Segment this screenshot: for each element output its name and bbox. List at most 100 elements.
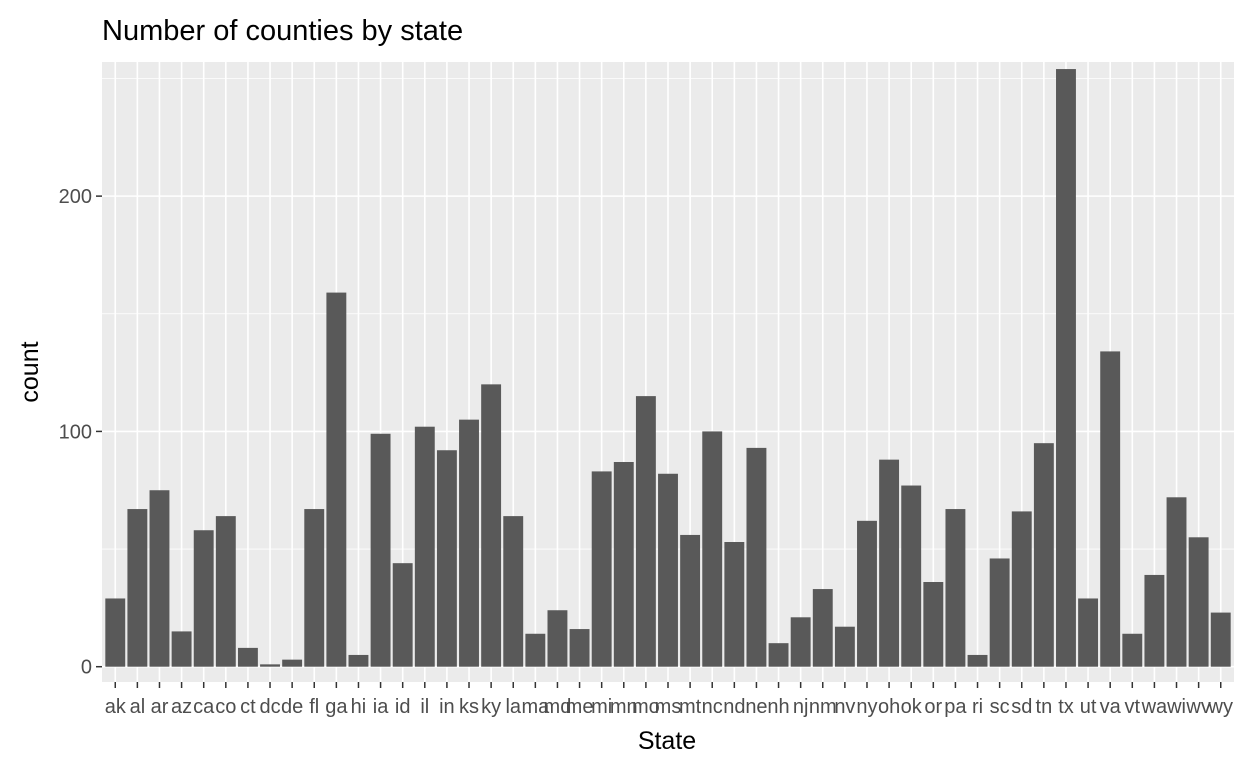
x-tick-label: ms [655, 696, 682, 718]
x-tick-label: vt [1125, 696, 1141, 718]
bar-ne [746, 447, 767, 667]
y-axis-title: count [16, 341, 44, 402]
bar-co [215, 516, 236, 667]
bar-wv [1188, 537, 1209, 667]
x-tick-label: fl [309, 696, 319, 718]
bar-nj [790, 617, 811, 667]
x-tick-label: ak [105, 696, 127, 718]
x-tick-label: ks [459, 696, 479, 718]
bar-nd [724, 542, 745, 667]
x-tick-label: co [215, 696, 236, 718]
y-axis: 0 100 200 [59, 186, 102, 679]
bar-ny [857, 520, 877, 667]
x-tick-label: pa [944, 696, 967, 718]
x-tick-label: wv [1185, 696, 1210, 718]
bar-mn [613, 462, 634, 667]
x-tick-label: ar [151, 696, 169, 718]
x-tick-label: ca [193, 696, 215, 718]
bar-md [547, 610, 568, 667]
x-tick-label: hi [351, 696, 367, 718]
x-tick-label: nh [767, 696, 789, 718]
x-tick-label: or [924, 696, 942, 718]
x-tick-label: ct [240, 696, 256, 718]
x-tick-label: il [420, 696, 429, 718]
x-tick-label: va [1100, 696, 1122, 718]
bar-ks [459, 419, 479, 667]
x-tick-label: de [281, 696, 303, 718]
bar-wa [1144, 574, 1165, 667]
x-tick-label: mt [679, 696, 702, 718]
bar-fl [304, 509, 325, 667]
x-tick-label: mn [610, 696, 638, 718]
x-tick-label: mo [632, 696, 660, 718]
x-tick-label: sc [990, 696, 1010, 718]
bar-ky [481, 384, 502, 667]
bar-ct [237, 647, 258, 667]
bar-wi [1166, 497, 1187, 667]
x-axis-title: State [638, 727, 696, 755]
bar-mo [635, 396, 656, 667]
x-tick-label: sd [1011, 696, 1032, 718]
x-tick-label: az [171, 696, 192, 718]
x-tick-label: ky [481, 696, 501, 718]
x-tick-label: tn [1036, 696, 1053, 718]
x-tick-label: dc [259, 696, 280, 718]
x-tick-label: nj [793, 696, 809, 718]
bar-az [171, 631, 192, 667]
x-tick-label: ut [1080, 696, 1097, 718]
x-tick-label: ri [972, 696, 983, 718]
bar-il [414, 426, 435, 667]
x-tick-label: nd [723, 696, 745, 718]
x-tick-label: tx [1058, 696, 1074, 718]
bar-nv [834, 626, 855, 667]
bar-vt [1122, 633, 1143, 667]
bar-ar [149, 490, 170, 667]
bar-de [282, 659, 303, 667]
bar-ak [105, 598, 126, 667]
x-tick-label: oh [878, 696, 900, 718]
bars [105, 69, 1231, 667]
x-tick-label: ia [373, 696, 389, 718]
x-tick-label: ne [745, 696, 767, 718]
x-tick-label: la [505, 696, 521, 718]
x-tick-label: nc [702, 696, 723, 718]
bar-hi [348, 654, 369, 667]
bar-dc [260, 664, 280, 667]
bar-nm [812, 589, 833, 667]
x-tick-label: wy [1208, 696, 1233, 718]
bar-va [1100, 351, 1121, 667]
x-tick-label: nv [834, 696, 855, 718]
x-tick-label: id [395, 696, 411, 718]
x-tick-label: in [439, 696, 455, 718]
bar-ia [370, 433, 391, 667]
bar-me [569, 629, 590, 667]
bar-mt [680, 534, 701, 667]
x-tick-label: al [130, 696, 146, 718]
bar-or [923, 582, 944, 667]
x-tick-label: md [544, 696, 572, 718]
bar-al [127, 509, 148, 667]
bar-sc [989, 558, 1010, 667]
bar-wy [1210, 612, 1231, 667]
bar-tx [1056, 69, 1076, 667]
bar-pa [945, 509, 966, 667]
y-tick-label: 100 [59, 421, 92, 443]
bar-ms [658, 473, 678, 667]
bar-sd [1011, 511, 1032, 667]
bar-id [392, 563, 413, 667]
x-tick-label: me [566, 696, 594, 718]
chart-title: Number of counties by state [102, 15, 463, 47]
x-tick-label: ma [521, 696, 550, 718]
x-tick-label: ga [325, 696, 348, 718]
x-tick-label: mi [591, 696, 612, 718]
bar-in [436, 450, 457, 667]
bar-mi [591, 471, 612, 667]
bar-oh [879, 459, 900, 667]
x-tick-label: wa [1141, 696, 1168, 718]
x-axis: ak al ar az ca co ct dc de fl ga hi ia id il in ks ky la ma… [105, 682, 1233, 718]
bar-tn [1033, 443, 1054, 667]
x-tick-label: ok [901, 696, 923, 718]
bar-ma [525, 633, 546, 667]
bar-ok [901, 485, 922, 667]
